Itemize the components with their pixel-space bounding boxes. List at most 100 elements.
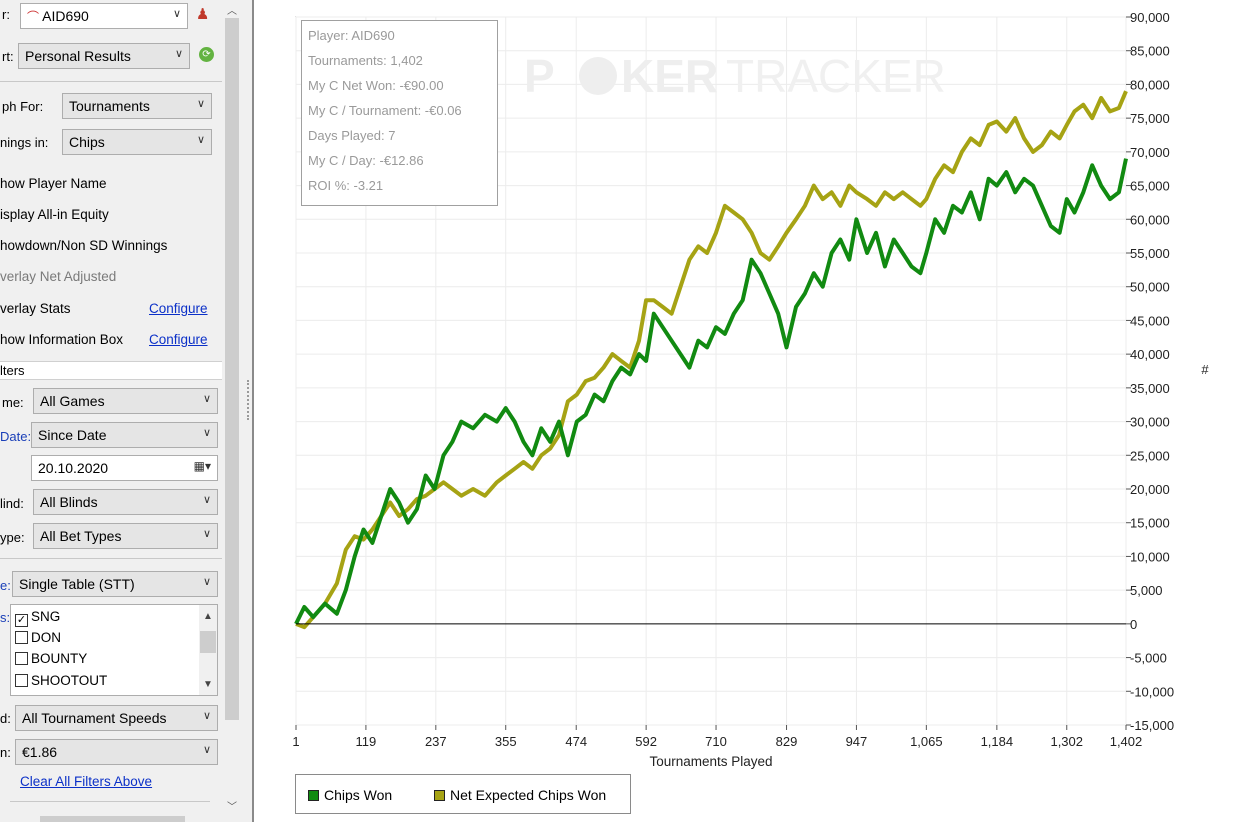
type-sng[interactable]: ✓ SNG [15, 609, 60, 627]
y-tick-label: 5,000 [1130, 583, 1163, 598]
chevron-down-icon: ∨ [202, 528, 211, 540]
watermark-chip-icon [579, 57, 617, 95]
type-bounty[interactable]: BOUNTY [15, 651, 87, 666]
info-per-tournament: My C / Tournament: -€0.06 [308, 103, 462, 118]
checkbox-checked-icon: ✓ [15, 614, 28, 627]
option-overlay-stats[interactable]: verlay Stats [0, 301, 71, 316]
scroll-down-icon[interactable]: ﹀ [227, 802, 237, 813]
winnings-value: Chips [69, 134, 105, 150]
blinds-select[interactable]: All Blinds ∨ [33, 489, 218, 515]
option-show-info-box[interactable]: how Information Box [0, 332, 124, 347]
graph-for-label: ph For: [2, 99, 44, 114]
info-player: Player: AID690 [308, 28, 395, 43]
type-shootout-label: SHOOTOUT [31, 673, 108, 688]
option-overlay-net-adjusted[interactable]: verlay Net Adjusted [0, 269, 117, 284]
date-input-value: 20.10.2020 [38, 460, 109, 476]
game-select[interactable]: All Games ∨ [33, 388, 218, 414]
calendar-icon[interactable]: ▦▾ [193, 459, 211, 473]
y-tick-label: 0 [1130, 617, 1137, 632]
information-box: Player: AID690 Tournaments: 1,402 My C N… [301, 20, 498, 206]
x-tick-label: 474 [565, 734, 587, 749]
scroll-up-icon[interactable]: ︿ [227, 6, 237, 17]
y-tick-label: 85,000 [1130, 44, 1170, 59]
chevron-down-icon: ∨ [174, 48, 183, 60]
speed-select[interactable]: All Tournament Speeds ∨ [15, 705, 218, 731]
type-list-scrollbar[interactable]: ▲ ▼ [199, 605, 217, 695]
left-panel-scrollbar[interactable]: ︿ ﹀ [222, 0, 242, 822]
date-input[interactable]: 20.10.2020 ▦▾ [31, 455, 218, 481]
clear-filters-link[interactable]: Clear All Filters Above [20, 774, 153, 789]
filters-header-label: lters [0, 363, 25, 378]
speed-value: All Tournament Speeds [22, 710, 167, 726]
blinds-label: lind: [0, 496, 24, 511]
chevron-down-icon: ∨ [196, 98, 205, 110]
option-showdown-winnings[interactable]: howdown/Non SD Winnings [0, 238, 168, 253]
type-list-scroll-thumb[interactable] [200, 631, 216, 653]
x-tick-label: 1,065 [910, 734, 943, 749]
configure-overlay-link[interactable]: Configure [149, 301, 208, 316]
configure-info-link[interactable]: Configure [149, 332, 208, 347]
y-tick-label: 25,000 [1130, 448, 1170, 463]
y-tick-label: 20,000 [1130, 482, 1170, 497]
axes: 90,000 85,000 80,000 75,000 70,000 65,000 60,0… [292, 10, 1209, 769]
user-icon[interactable]: ♟ [196, 6, 210, 23]
option-show-player-name[interactable]: how Player Name [0, 176, 107, 191]
winnings-select[interactable]: Chips ∨ [62, 129, 212, 155]
filters-header: lters [0, 361, 222, 380]
report-label: rt: [2, 49, 14, 64]
bottom-scroll-thumb[interactable] [40, 816, 185, 822]
table-size-select[interactable]: Single Table (STT) ∨ [12, 571, 218, 597]
option-all-in-equity[interactable]: isplay All-in Equity [0, 207, 109, 222]
bet-type-select[interactable]: All Bet Types ∨ [33, 523, 218, 549]
series-line-chips-won [294, 158, 1128, 625]
chart-legend: Chips Won Net Expected Chips Won [295, 774, 631, 814]
player-select[interactable]: ⌒ AID690 ∨ [20, 3, 188, 29]
table-size-value: Single Table (STT) [19, 576, 135, 592]
date-select[interactable]: Since Date ∨ [31, 422, 218, 448]
chevron-down-icon: ∨ [202, 744, 211, 756]
left-panel-scroll-thumb[interactable] [225, 18, 239, 720]
graph-for-select[interactable]: Tournaments ∨ [62, 93, 212, 119]
type-don[interactable]: DON [15, 630, 61, 645]
series-line-net-expected [295, 90, 1128, 630]
graph-for-value: Tournaments [69, 98, 150, 114]
watermark-tracker: TRACKER [726, 50, 946, 102]
y-tick-label: 30,000 [1130, 415, 1170, 430]
chart-area: P KER TRACKER 90,000 85,000 80,000 75,000 70… [256, 0, 1241, 822]
x-tick-label: 947 [846, 734, 868, 749]
refresh-icon[interactable]: ⟳ [199, 47, 214, 62]
series [294, 90, 1128, 630]
chevron-down-icon: ∨ [202, 393, 211, 405]
speed-label: d: [0, 711, 11, 726]
scroll-down-icon[interactable]: ▼ [203, 679, 213, 690]
info-tournaments: Tournaments: 1,402 [308, 53, 423, 68]
x-tick-label: 1,402 [1110, 734, 1143, 749]
filter-panel: r: ⌒ AID690 ∨ ♟ rt: Personal Results ∨ ⟳… [0, 0, 222, 822]
type-sng-label: SNG [31, 609, 61, 624]
chevron-down-icon: ∨ [202, 427, 211, 439]
y-tick-label: -10,000 [1130, 684, 1174, 699]
scroll-up-icon[interactable]: ▲ [203, 611, 213, 622]
legend-net-expected[interactable]: Net Expected Chips Won [434, 787, 606, 803]
legend-chips-won[interactable]: Chips Won [308, 787, 392, 803]
buyin-label: n: [0, 745, 11, 760]
type-shootout[interactable]: SHOOTOUT [15, 673, 107, 688]
x-tick-label: 829 [776, 734, 798, 749]
y-tick-label: 70,000 [1130, 145, 1170, 160]
results-graph: P KER TRACKER 90,000 85,000 80,000 75,000 70… [292, 10, 1209, 769]
info-net-won: My C Net Won: -€90.00 [308, 78, 444, 93]
x-tick-label: 237 [425, 734, 447, 749]
y-tick-label: 80,000 [1130, 77, 1170, 92]
y-tick-label: 45,000 [1130, 313, 1170, 328]
player-label: r: [2, 7, 10, 22]
splitter-grip-icon [247, 380, 249, 420]
y-tick-label: 50,000 [1130, 280, 1170, 295]
y-tick-label: 35,000 [1130, 381, 1170, 396]
table-size-label: e: [0, 578, 11, 593]
x-axis-label: Tournaments Played [649, 754, 772, 769]
panel-splitter[interactable] [242, 0, 254, 822]
bet-type-value: All Bet Types [40, 528, 122, 544]
y-axis-label: # [1201, 362, 1209, 377]
buyin-select[interactable]: €1.86 ∨ [15, 739, 218, 765]
report-select[interactable]: Personal Results ∨ [18, 43, 190, 69]
